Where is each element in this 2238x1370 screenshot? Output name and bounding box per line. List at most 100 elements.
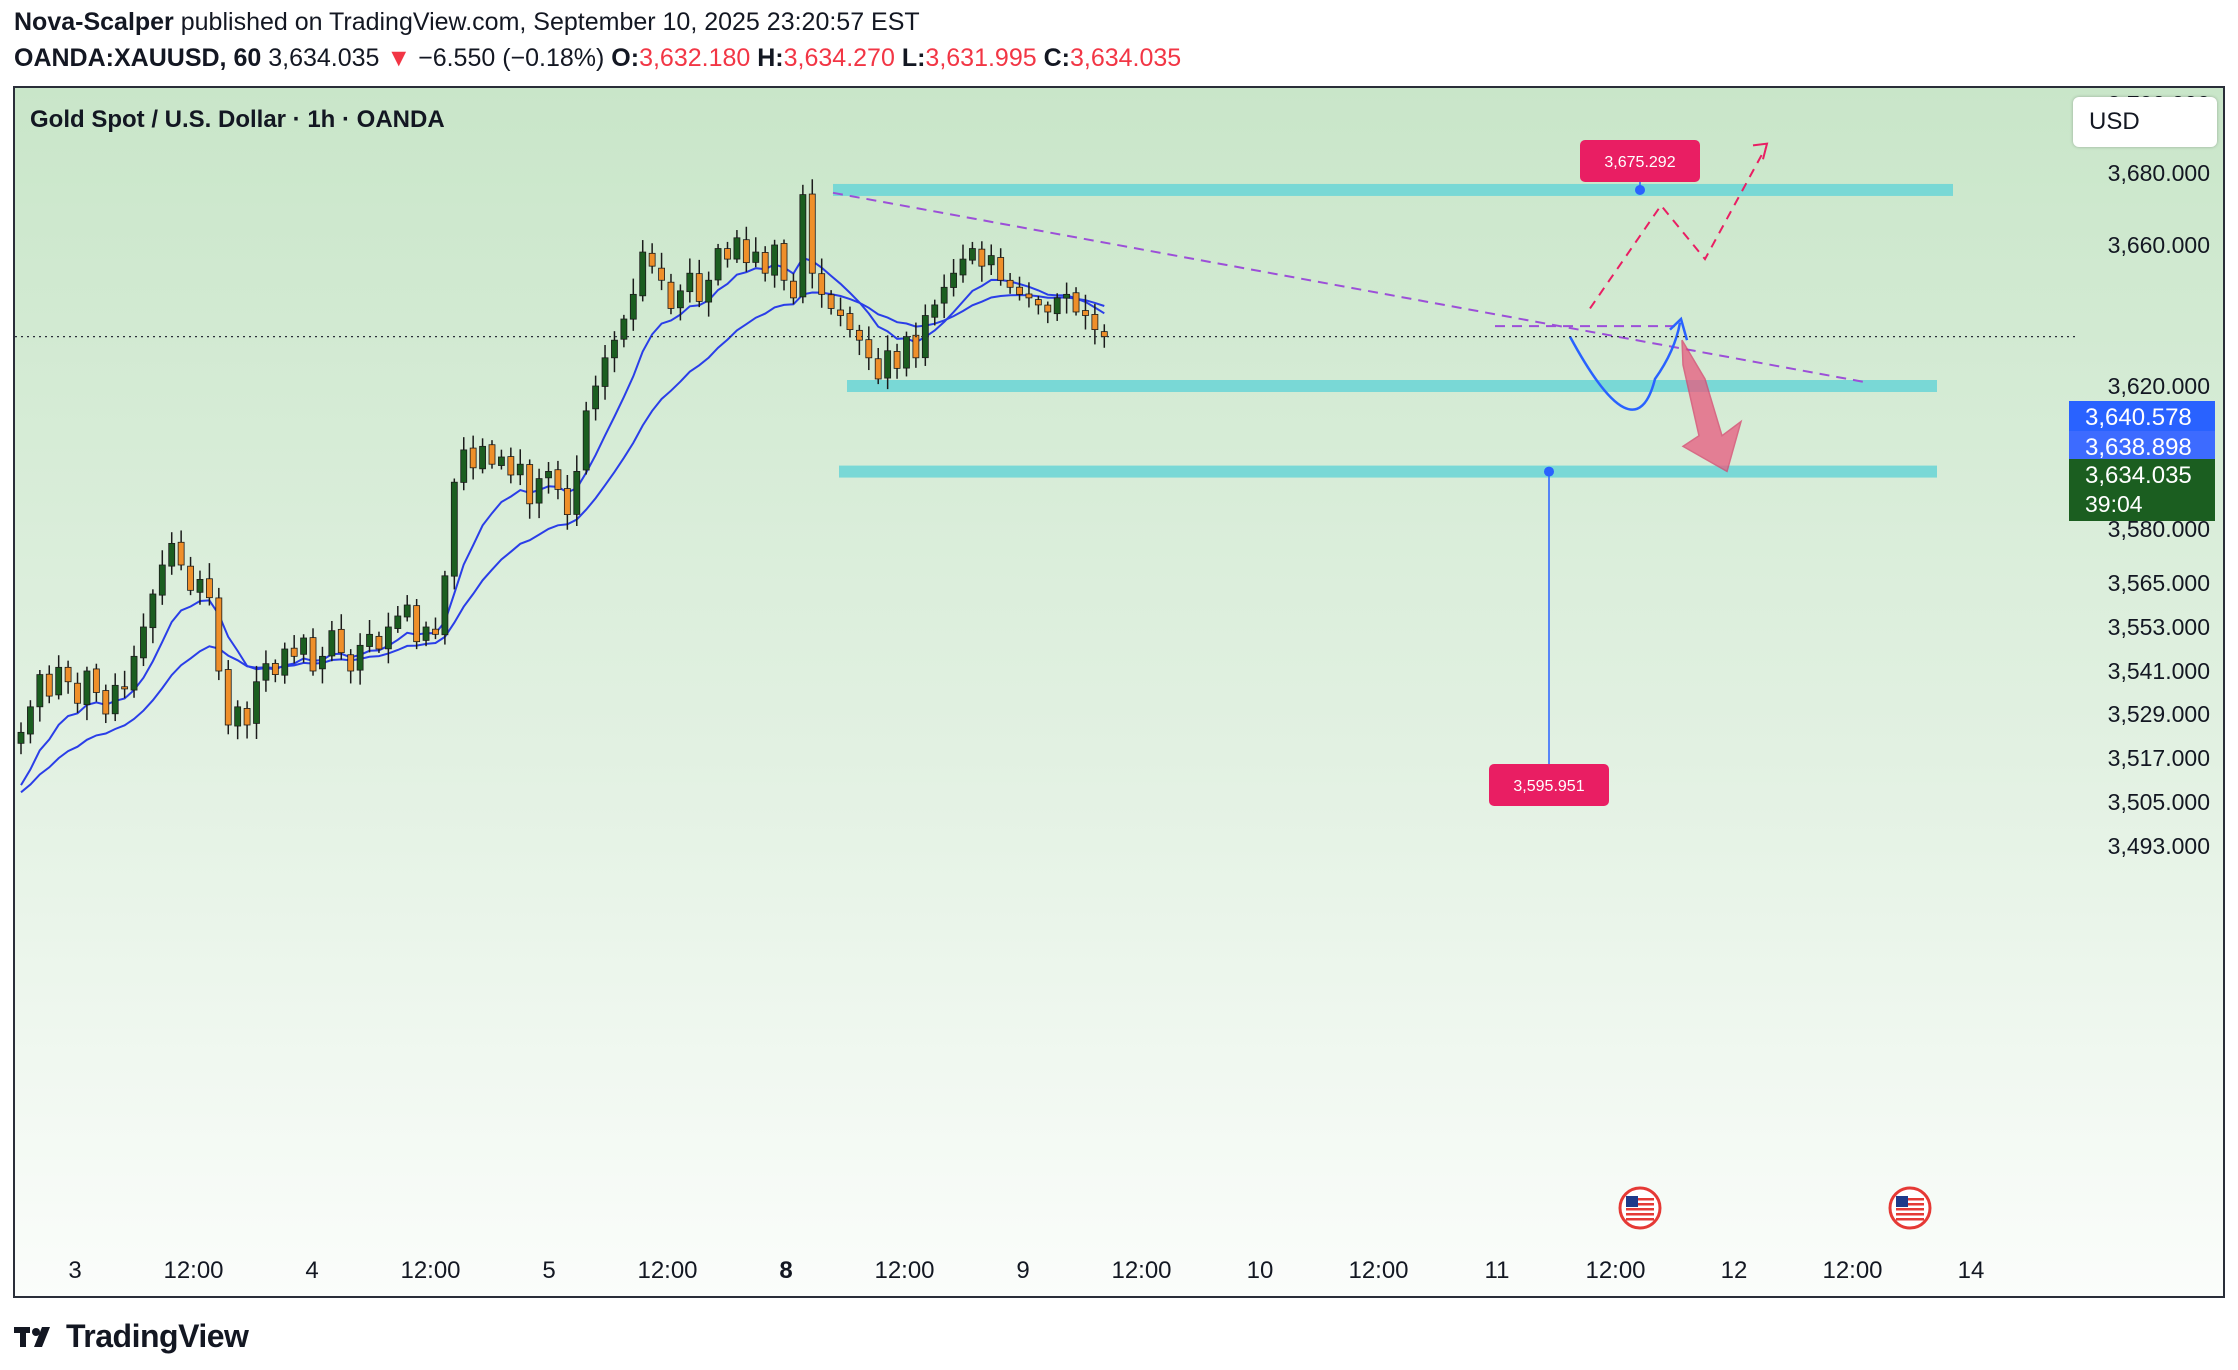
candle-body: [771, 244, 778, 276]
candle: [639, 240, 647, 302]
bearish-arrow: [1681, 339, 1743, 473]
candle: [384, 612, 392, 664]
candle: [432, 617, 439, 640]
candle: [592, 375, 600, 421]
candle: [347, 649, 355, 684]
trend-line: [832, 191, 1868, 384]
candle: [1072, 287, 1080, 316]
candle: [488, 440, 496, 469]
tradingview-logo[interactable]: TradingView: [14, 1318, 249, 1355]
candle: [620, 314, 628, 348]
candle: [733, 230, 741, 263]
candle-body: [582, 410, 590, 471]
candle: [36, 669, 44, 722]
candle-body: [234, 706, 242, 727]
y-tick-label: 3,620.000: [2108, 373, 2210, 399]
candle: [271, 659, 279, 683]
candle: [356, 633, 364, 685]
x-tick-label: 8: [779, 1257, 792, 1284]
author-name[interactable]: Nova-Scalper: [14, 8, 174, 36]
candle: [375, 631, 383, 653]
x-tick-label: 12: [1721, 1257, 1748, 1284]
candle-body: [441, 575, 449, 636]
chart-background: [15, 88, 2223, 1296]
candle: [64, 660, 72, 694]
candle-body: [1100, 331, 1108, 338]
price-badge-text: 3,638.898: [2085, 434, 2192, 461]
candle-body: [695, 273, 703, 302]
candle-body: [403, 604, 411, 618]
candle-body: [121, 686, 129, 690]
candle: [790, 273, 797, 305]
candle-body: [149, 593, 157, 629]
high-value: 3,634.270: [783, 44, 895, 72]
candle-body: [648, 252, 656, 267]
candle: [224, 660, 232, 735]
candle: [969, 241, 976, 265]
candle-body: [281, 648, 289, 676]
chart-frame[interactable]: 3,700.0003,680.0003,660.0003,620.0003,60…: [13, 86, 2225, 1298]
level-zone: [839, 465, 1937, 478]
candle-body: [658, 267, 665, 281]
low-label: L:: [901, 44, 926, 72]
candle-body: [516, 463, 524, 476]
candle: [196, 570, 204, 605]
currency-button[interactable]: USD: [2073, 97, 2217, 147]
candle-body: [724, 248, 731, 260]
candle-body: [432, 628, 439, 635]
candle-body: [997, 257, 1005, 281]
candle-body: [319, 655, 326, 670]
candle: [74, 672, 81, 713]
candle: [1025, 282, 1033, 308]
price-chart[interactable]: 3,700.0003,680.0003,660.0003,620.0003,60…: [15, 88, 2225, 1298]
candle-body: [309, 637, 317, 672]
candle: [893, 343, 901, 379]
change-arrow-icon: ▼: [386, 44, 412, 72]
candle: [111, 673, 119, 722]
candle: [441, 570, 449, 645]
candle-body: [394, 615, 402, 629]
candle: [742, 226, 750, 272]
symbol: OANDA:XAUUSD, 60: [14, 44, 262, 72]
flag-stripe: [1896, 1218, 1924, 1221]
tradingview-logo-icon: [14, 1326, 50, 1347]
candle: [884, 335, 892, 390]
candle-body: [535, 478, 543, 504]
close-label: C:: [1043, 44, 1070, 72]
x-tick-label: 5: [542, 1257, 555, 1284]
candle: [601, 345, 609, 400]
low-value: 3,631.995: [925, 44, 1037, 72]
candle: [243, 701, 251, 739]
candle-body: [64, 666, 72, 683]
bullish-path-arrow: [1752, 142, 1769, 160]
candle: [140, 613, 147, 667]
candle-body: [827, 294, 835, 309]
candle-body: [290, 647, 298, 657]
x-tick-label: 12:00: [1111, 1257, 1171, 1284]
candle: [337, 614, 345, 660]
ohlc-line: OANDA:XAUUSD, 60 3,634.035 ▼ −6.550 (−0.…: [14, 44, 1181, 73]
candle: [177, 530, 185, 571]
level-label-box: [1489, 764, 1609, 806]
candle-body: [300, 637, 308, 655]
candle-body: [1053, 297, 1061, 315]
candle-body: [460, 449, 468, 483]
candle-body: [1016, 286, 1023, 295]
candle-body: [969, 248, 976, 261]
price-badge: [2069, 401, 2215, 431]
candle: [403, 595, 411, 622]
candle-body: [761, 252, 769, 274]
publish-info: Nova-Scalper published on TradingView.co…: [14, 8, 920, 37]
candle-body: [563, 488, 571, 516]
y-tick-label: 3,680.000: [2108, 160, 2210, 186]
x-tick-label: 10: [1247, 1257, 1274, 1284]
y-tick-label: 3,529.000: [2108, 701, 2210, 727]
high-label: H:: [757, 44, 784, 72]
candle-body: [1072, 292, 1080, 313]
candle-body: [931, 304, 939, 318]
candle: [130, 645, 138, 698]
candle-body: [545, 470, 552, 479]
candle-body: [855, 329, 863, 341]
candle: [846, 306, 854, 338]
level-zone: [833, 183, 1953, 196]
